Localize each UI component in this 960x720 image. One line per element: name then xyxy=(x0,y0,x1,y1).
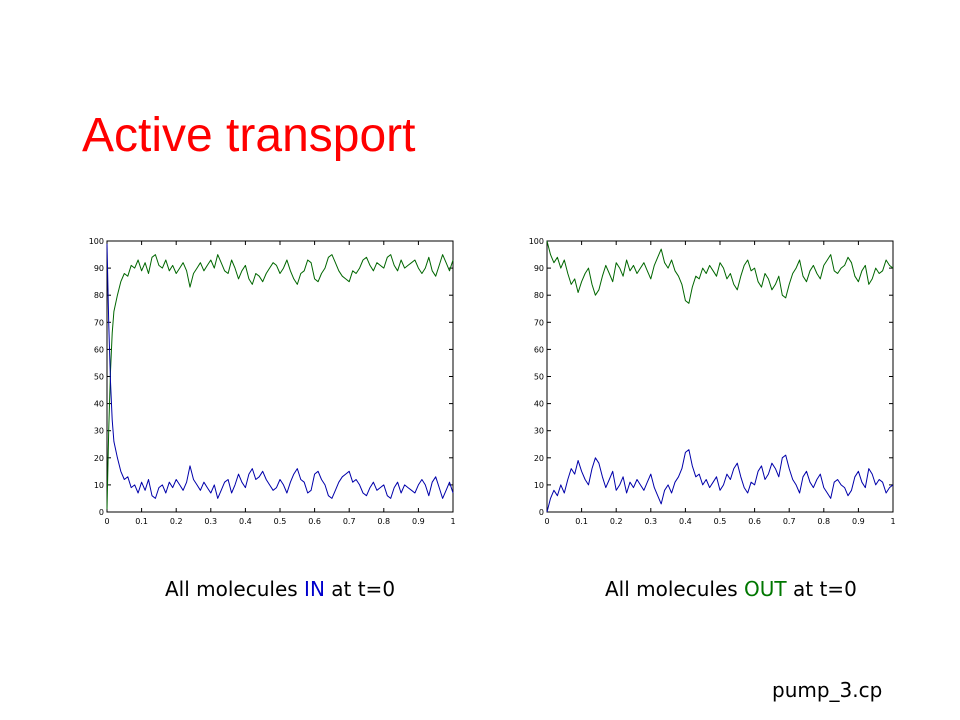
x-tick-label: 0.2 xyxy=(610,517,623,526)
y-tick-label: 70 xyxy=(534,318,544,327)
x-tick-label: 0 xyxy=(544,517,549,526)
x-tick-label: 0 xyxy=(104,517,109,526)
caption-suffix: at t=0 xyxy=(786,577,857,601)
x-tick-label: 0.1 xyxy=(575,517,588,526)
series-line-2 xyxy=(546,449,894,513)
caption-prefix: All molecules xyxy=(165,577,305,601)
series-line-1 xyxy=(106,254,454,510)
plot-frame xyxy=(106,240,454,513)
x-tick-label: 0.1 xyxy=(135,517,148,526)
series-line-2 xyxy=(106,243,454,499)
x-tick-label: 0.5 xyxy=(274,517,287,526)
y-tick-label: 60 xyxy=(94,345,104,354)
x-tick-label: 0.9 xyxy=(412,517,425,526)
x-tick-label: 0.6 xyxy=(308,517,321,526)
y-tick-label: 10 xyxy=(94,481,104,490)
y-tick-label: 40 xyxy=(94,400,104,409)
y-tick-label: 100 xyxy=(529,237,544,246)
y-tick-label: 60 xyxy=(534,345,544,354)
y-tick-label: 10 xyxy=(534,481,544,490)
chart-all-out: 0 0.1 0.2 0.3 0.4 0.5 0.6 0.7 0.8 0.9 101020304050… xyxy=(529,237,896,526)
slide-title: Active transport xyxy=(82,109,416,162)
x-tick-label: 0.4 xyxy=(679,517,692,526)
y-tick-label: 90 xyxy=(534,264,544,273)
x-tick-label: 0.2 xyxy=(170,517,183,526)
plot-frame xyxy=(546,240,894,513)
y-tick-label: 0 xyxy=(539,508,544,517)
x-tick-label: 0.8 xyxy=(377,517,390,526)
caption-prefix: All molecules xyxy=(605,577,745,601)
source-file-label: pump_3.cp xyxy=(772,678,883,702)
caption-keyword-in: IN xyxy=(304,577,325,601)
caption-all-out: All molecules OUT at t=0 xyxy=(605,577,857,601)
y-tick-label: 70 xyxy=(94,318,104,327)
y-tick-label: 100 xyxy=(89,237,104,246)
y-tick-label: 30 xyxy=(534,427,544,436)
y-tick-label: 80 xyxy=(534,291,544,300)
chart-all-in: 0 0.1 0.2 0.3 0.4 0.5 0.6 0.7 0.8 0.9 101020304050… xyxy=(89,237,456,526)
x-tick-label: 0.4 xyxy=(239,517,252,526)
y-tick-label: 20 xyxy=(534,454,544,463)
x-tick-label: 0.3 xyxy=(644,517,657,526)
x-tick-label: 0.7 xyxy=(783,517,796,526)
caption-all-in: All molecules IN at t=0 xyxy=(165,577,395,601)
y-tick-label: 50 xyxy=(534,373,544,382)
caption-suffix: at t=0 xyxy=(324,577,396,601)
x-tick-label: 0.7 xyxy=(343,517,356,526)
caption-keyword-out: OUT xyxy=(744,577,787,601)
x-tick-label: 0.5 xyxy=(714,517,727,526)
x-tick-label: 0.3 xyxy=(204,517,217,526)
y-tick-label: 30 xyxy=(94,427,104,436)
y-tick-label: 50 xyxy=(94,373,104,382)
x-tick-label: 0.8 xyxy=(817,517,830,526)
x-tick-label: 1 xyxy=(890,517,895,526)
x-tick-label: 1 xyxy=(450,517,455,526)
y-tick-label: 40 xyxy=(534,400,544,409)
x-tick-label: 0.9 xyxy=(852,517,865,526)
series-line-1 xyxy=(546,240,894,304)
x-tick-label: 0.6 xyxy=(748,517,761,526)
y-tick-label: 0 xyxy=(99,508,104,517)
y-tick-label: 90 xyxy=(94,264,104,273)
y-tick-label: 20 xyxy=(94,454,104,463)
y-tick-label: 80 xyxy=(94,291,104,300)
